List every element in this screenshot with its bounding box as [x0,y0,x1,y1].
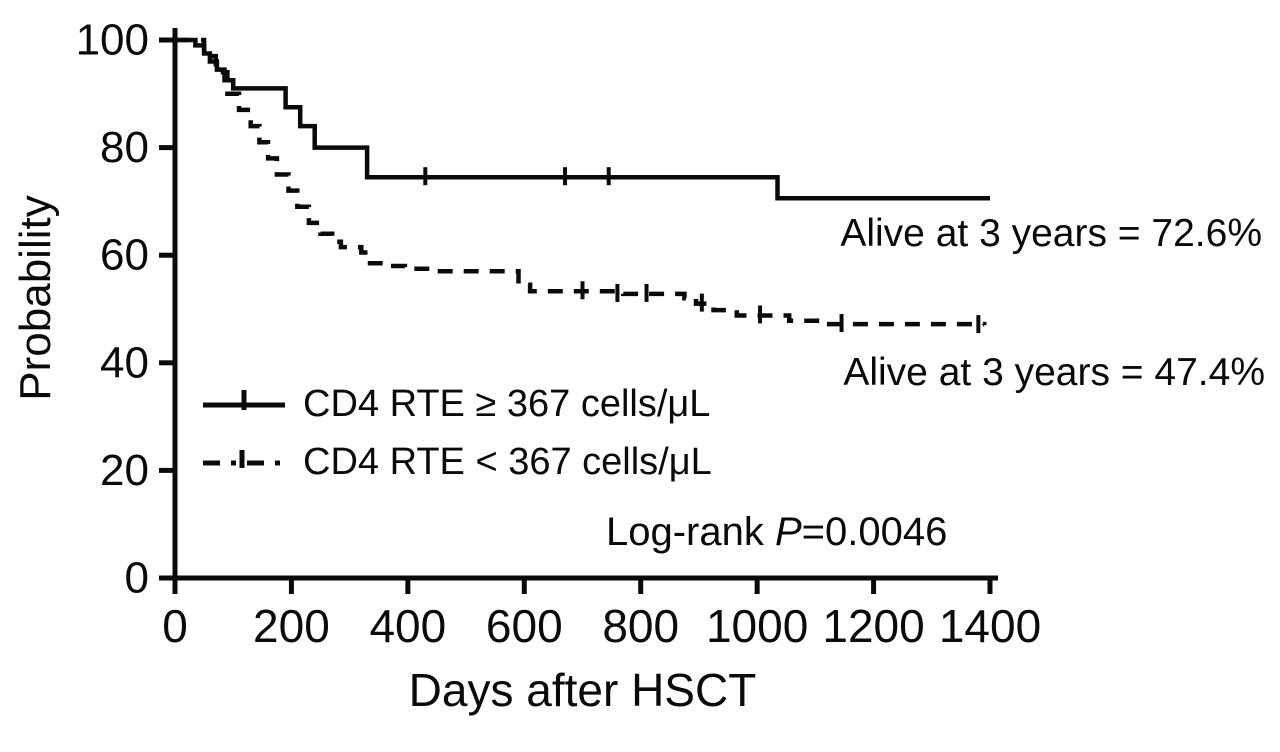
logrank-value: =0.0046 [801,510,948,554]
survival-curve-dashed [175,37,987,327]
y-tick-label: 0 [125,554,149,603]
x-axis-label: Days after HSCT [408,664,757,716]
y-tick-label: 100 [76,16,149,65]
annotation-logrank: Log-rank P=0.0046 [606,510,947,555]
annotation-alive-high: Alive at 3 years = 72.6% [840,212,1262,255]
y-tick-label: 40 [100,338,149,387]
y-tick-label: 60 [100,231,149,280]
survival-curve-solid [175,37,990,201]
legend-item-high: CD4 RTE ≥ 367 cells/μL [203,383,710,425]
annotation-alive-low: Alive at 3 years = 47.4% [843,351,1265,394]
legend-dashed-line-icon [203,450,285,468]
x-tick-label: 1400 [939,600,1041,652]
y-axis-label: Probability [11,195,60,401]
legend-label-low: CD4 RTE < 367 cells/μL [303,441,712,483]
x-tick-label: 400 [369,600,446,652]
legend-item-low: CD4 RTE < 367 cells/μL [203,441,712,483]
x-tick-label: 1000 [706,600,808,652]
legend-label-high: CD4 RTE ≥ 367 cells/μL [303,383,711,425]
y-tick-label: 20 [100,446,149,495]
logrank-prefix: Log-rank [606,510,775,554]
legend-solid-line-icon [203,390,285,410]
logrank-p-symbol: P [774,510,802,554]
x-tick-label: 200 [253,600,330,652]
y-tick-label: 80 [100,123,149,172]
x-tick-label: 0 [162,600,188,652]
x-tick-label: 800 [602,600,679,652]
x-tick-label: 1200 [822,600,924,652]
x-tick-label: 600 [486,600,563,652]
